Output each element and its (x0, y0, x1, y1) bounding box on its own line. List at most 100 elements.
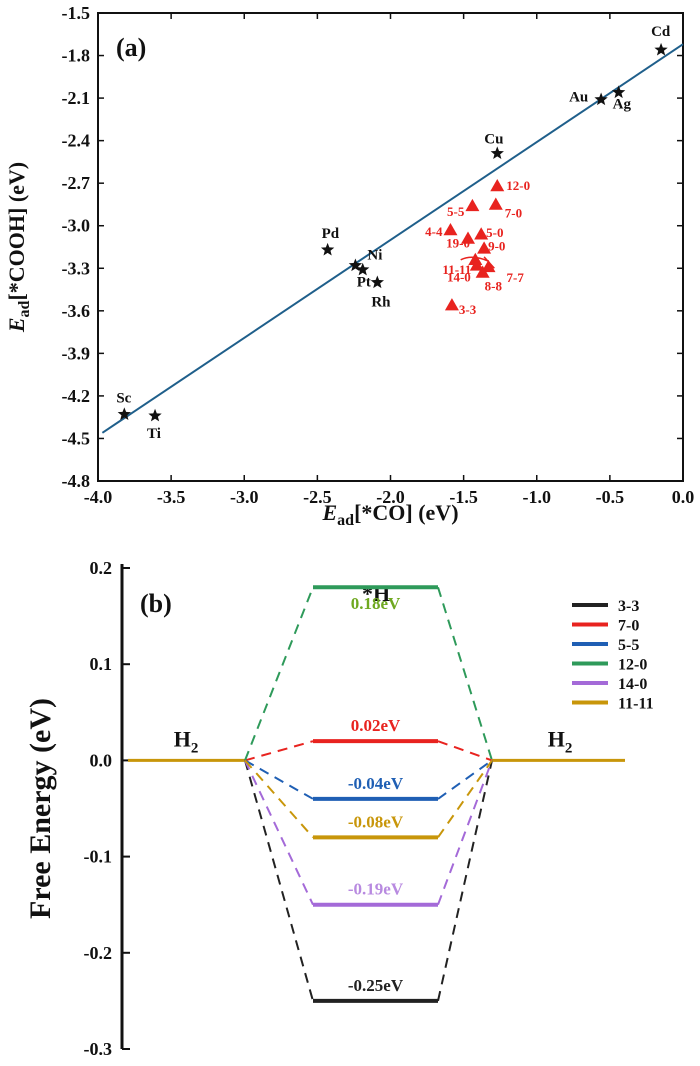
y-tick-label: -4.5 (62, 428, 91, 448)
tube-label-8-8: 8-8 (485, 279, 503, 294)
metal-point-pd (320, 242, 335, 256)
y-tick-label-b: -0.2 (84, 943, 113, 963)
x-tick-label: -0.5 (596, 487, 625, 507)
x-tick-label: -4.0 (84, 487, 113, 507)
tube-label-4-4: 4-4 (425, 224, 443, 239)
y-tick-label: -4.8 (62, 471, 91, 491)
dash-connector-left-14-0 (244, 759, 314, 906)
x-tick-label: -1.5 (449, 487, 478, 507)
metal-label-pd: Pd (322, 226, 340, 242)
y-axis-label-b: Free Energy (eV) (24, 698, 57, 919)
tube-point-11-11 (468, 252, 483, 266)
state-label-h: *H (362, 581, 390, 606)
x-tick-label: -1.0 (523, 487, 552, 507)
tube-label-5-5: 5-5 (447, 204, 465, 219)
metal-label-sc: Sc (116, 390, 131, 406)
tube-point-3-3 (444, 298, 459, 311)
dash-connector-right-3-3 (437, 760, 493, 1002)
metal-label-ag: Ag (613, 96, 632, 112)
annotation-arrow (483, 256, 495, 269)
y-tick-label: -1.8 (62, 46, 91, 66)
tube-label-5-0: 5-0 (486, 225, 503, 240)
energy-value-label-3-3: -0.25eV (348, 976, 404, 995)
y-tick-label-b: 0.1 (90, 654, 113, 674)
dash-connector-left-12-0 (244, 586, 314, 761)
h2-label-right: H2 (548, 726, 573, 756)
tube-point-8-8 (475, 265, 490, 278)
legend-label-12-0: 12-0 (618, 657, 647, 674)
metal-label-cu: Cu (484, 131, 503, 147)
dash-connector-left-5-5 (244, 759, 314, 800)
panel-a-scatter: -4.0 -3.5 -3.0 -2.5 -2.0 -1.5 -1.0 -0.5 0.0 -1.5 -… (4, 3, 694, 529)
y-tick-label: -3.0 (62, 216, 91, 236)
energy-value-label-14-0: -0.19eV (348, 880, 404, 899)
energy-value-label-11-11: -0.08eV (348, 812, 404, 831)
panel-b-energy-diagram: 0.2 0.1 0.0 -0.1 -0.2 -0.3 Free Energy (eV) (b)… (24, 558, 654, 1059)
tube-point-14-0 (469, 258, 484, 271)
plot-frame-a (97, 12, 684, 482)
metal-point-ag (611, 85, 626, 99)
energy-value-label-12-0: 0.18eV (351, 594, 401, 613)
tube-point-7-7 (481, 259, 496, 273)
x-tick-label: -2.5 (303, 487, 332, 507)
y-tick-label: -2.4 (62, 131, 91, 151)
tube-label-19-0: 19-0 (446, 235, 470, 250)
metal-point-cd (654, 42, 668, 56)
annotation-arrow (460, 256, 489, 262)
x-tick-label: 0.0 (672, 487, 695, 507)
tube-label-11-11: 11-11 (442, 262, 471, 277)
energy-value-label-5-5: -0.04eV (348, 774, 404, 793)
metal-label-cd: Cd (651, 24, 671, 40)
metal-label-pt: Pt (357, 275, 371, 291)
dash-connector-left-11-11 (244, 759, 314, 839)
metal-point-ti (148, 408, 162, 422)
panel-a-label: (a) (116, 33, 146, 62)
tube-label-7-7: 7-7 (506, 270, 524, 285)
y-tick-label: -3.6 (62, 301, 91, 321)
legend-label-11-11: 11-11 (618, 696, 654, 713)
h2-label-left: H2 (174, 726, 199, 756)
metal-label-ti: Ti (147, 426, 161, 442)
metal-label-au: Au (569, 90, 588, 106)
tube-point-12-0 (490, 179, 505, 192)
tube-label-3-3: 3-3 (459, 302, 477, 317)
metal-point-pt (356, 262, 370, 276)
metal-point-cu (490, 146, 504, 160)
tube-label-14-0: 14-0 (447, 269, 471, 284)
y-tick-label-b: 0.2 (90, 558, 113, 578)
tube-point-19-0 (461, 231, 476, 244)
legend-label-3-3: 3-3 (618, 598, 639, 615)
x-tick-label: -3.0 (230, 487, 259, 507)
y-tick-label: -1.5 (62, 3, 91, 23)
tube-point-5-0 (474, 227, 489, 240)
tube-point-9-0 (477, 241, 492, 254)
legend-label-7-0: 7-0 (618, 618, 639, 635)
metal-point-rh (370, 275, 384, 289)
y-tick-label-b: -0.1 (84, 847, 113, 867)
metal-point-au (594, 92, 608, 106)
dash-connector-right-12-0 (437, 586, 493, 761)
y-tick-label: -2.7 (62, 173, 91, 193)
dash-connector-left-3-3 (244, 760, 314, 1002)
metal-label-rh: Rh (371, 294, 391, 310)
y-tick-label-b: -0.3 (84, 1039, 113, 1059)
y-tick-label: -3.9 (62, 343, 91, 363)
tube-point-5-5 (465, 198, 480, 212)
legend-label-14-0: 14-0 (618, 676, 647, 693)
metal-point-sc (117, 407, 131, 421)
x-tick-label: -3.5 (157, 487, 186, 507)
energy-value-label-7-0: 0.02eV (351, 716, 401, 735)
dash-connector-right-14-0 (437, 760, 493, 906)
metal-label-ni: Ni (367, 247, 382, 263)
legend-label-5-5: 5-5 (618, 637, 639, 654)
dash-connector-left-7-0 (244, 740, 314, 762)
tube-label-9-0: 9-0 (488, 238, 505, 253)
dash-connector-right-7-0 (437, 740, 493, 762)
fit-line (101, 43, 684, 434)
y-tick-label: -4.2 (62, 386, 91, 406)
panel-b-label: (b) (140, 589, 172, 618)
dash-connector-right-5-5 (437, 759, 493, 800)
x-tick-label: -2.0 (376, 487, 405, 507)
y-tick-label-b: 0.0 (90, 750, 113, 770)
tube-point-7-0 (488, 197, 503, 210)
